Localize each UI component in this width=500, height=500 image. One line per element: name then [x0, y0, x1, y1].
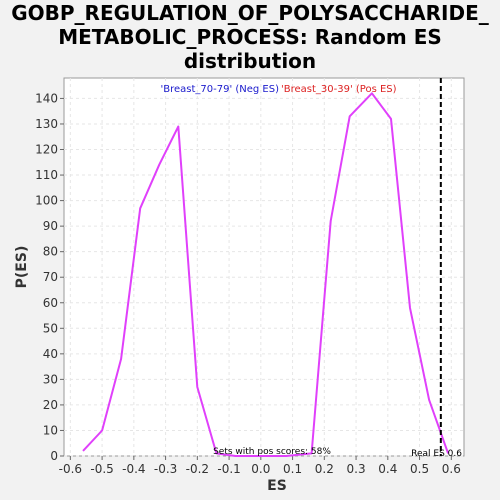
- x-tick-label: -0.4: [122, 462, 145, 476]
- y-tick-label: 80: [43, 245, 58, 259]
- y-tick-label: 100: [35, 194, 58, 208]
- series-layer: [82, 92, 450, 457]
- x-tick-label: -0.3: [154, 462, 177, 476]
- y-tick-label: 30: [43, 372, 58, 386]
- x-tick-label: 0.2: [315, 462, 334, 476]
- y-tick-label: 140: [35, 91, 58, 105]
- y-tick-label: 50: [43, 321, 58, 335]
- x-tick-label: -0.2: [186, 462, 209, 476]
- y-tick-label: 120: [35, 143, 58, 157]
- y-tick-label: 60: [43, 296, 58, 310]
- real-es-annotation: Real ES 0.6: [411, 449, 462, 459]
- y-tick-label: 0: [50, 449, 58, 463]
- axes: 0 10 20 30 40 50 60 70 80 90 100 110 120 130 140 -0.6 -0…: [35, 91, 461, 476]
- x-tick-label: 0.4: [378, 462, 397, 476]
- x-tick-label: 0.3: [347, 462, 366, 476]
- plot-area: [63, 77, 465, 457]
- pos-scores-annotation: Sets with pos scores: 58%: [213, 447, 331, 457]
- chart-title-line-2: METABOLIC_PROCESS: Random ES: [58, 25, 442, 49]
- x-tick-label: 0.0: [251, 462, 270, 476]
- y-axis-label: P(ES): [14, 246, 30, 289]
- x-tick-label: -0.6: [59, 462, 82, 476]
- x-tick-label: -0.1: [217, 462, 240, 476]
- chart-title-line-1: GOBP_REGULATION_OF_POLYSACCHARIDE_: [11, 1, 489, 25]
- y-tick-label: 70: [43, 270, 58, 284]
- x-tick-label: 0.5: [410, 462, 429, 476]
- chart-title-line-3: distribution: [184, 49, 316, 73]
- x-tick-label: -0.5: [90, 462, 113, 476]
- x-axis-label: ES: [267, 478, 287, 494]
- y-tick-label: 10: [43, 423, 58, 437]
- y-tick-label: 90: [43, 219, 58, 233]
- grid-lines: [64, 78, 464, 457]
- x-tick-label: 0.1: [283, 462, 302, 476]
- y-tick-label: 40: [43, 347, 58, 361]
- x-tick-label: 0.6: [442, 462, 461, 476]
- y-tick-label: 20: [43, 398, 58, 412]
- y-tick-label: 110: [35, 168, 58, 182]
- legend-pos-label: 'Breast_30-39' (Pos ES): [281, 84, 397, 95]
- y-tick-label: 130: [35, 117, 58, 131]
- series-line: [82, 92, 450, 457]
- legend-neg-label: 'Breast_70-79' (Neg ES): [160, 84, 279, 95]
